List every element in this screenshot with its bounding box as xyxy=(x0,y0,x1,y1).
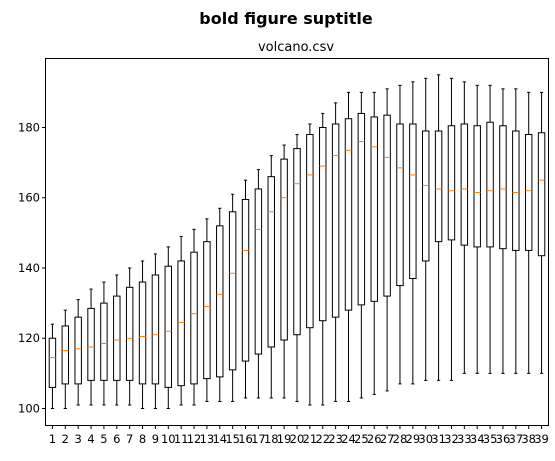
x-tick-label: 14 xyxy=(212,432,227,446)
box xyxy=(280,158,288,341)
box xyxy=(486,121,494,248)
y-tick-label: 160 xyxy=(18,191,40,205)
x-tick-label: 5 xyxy=(100,432,107,446)
x-tick-label: 31 xyxy=(431,432,446,446)
box xyxy=(177,260,185,387)
x-tick-label: 34 xyxy=(470,432,485,446)
box xyxy=(100,302,108,381)
x-tick-label: 21 xyxy=(303,432,318,446)
box xyxy=(87,307,95,381)
box xyxy=(228,211,237,371)
box xyxy=(164,265,172,388)
x-tick-label: 37 xyxy=(509,432,524,446)
y-tick-label: 140 xyxy=(18,261,40,275)
box xyxy=(61,325,70,385)
box xyxy=(216,225,224,378)
box xyxy=(151,274,160,385)
x-tick-label: 33 xyxy=(457,432,472,446)
x-tick-label: 19 xyxy=(277,432,292,446)
x-tick-label: 20 xyxy=(290,432,305,446)
x-tick-label: 35 xyxy=(483,432,498,446)
x-tick-label: 28 xyxy=(393,432,408,446)
box xyxy=(241,198,250,362)
x-tick-label: 38 xyxy=(521,432,536,446)
x-tick-label: 11 xyxy=(174,432,189,446)
box xyxy=(370,116,378,302)
x-tick-label: 2 xyxy=(62,432,69,446)
x-tick-label: 10 xyxy=(161,432,176,446)
box xyxy=(460,123,469,246)
box xyxy=(499,125,507,250)
box xyxy=(331,123,340,318)
x-tick-label: 9 xyxy=(152,432,159,446)
y-tick-label: 100 xyxy=(18,401,40,415)
box xyxy=(293,148,301,336)
x-tick-label: 12 xyxy=(187,432,202,446)
x-tick-label: 18 xyxy=(264,432,279,446)
box xyxy=(473,125,481,248)
box xyxy=(422,130,430,262)
figure-suptitle: bold figure suptitle xyxy=(199,9,373,28)
box xyxy=(113,295,121,381)
box xyxy=(254,188,263,355)
box xyxy=(319,126,327,322)
box xyxy=(512,130,520,251)
box xyxy=(524,134,533,251)
box xyxy=(447,125,456,241)
x-tick-label: 32 xyxy=(444,432,459,446)
x-tick-label: 27 xyxy=(380,432,395,446)
x-tick-label: 22 xyxy=(315,432,330,446)
x-tick-label: 25 xyxy=(354,432,369,446)
x-tick-label: 23 xyxy=(328,432,343,446)
x-tick-label: 13 xyxy=(200,432,215,446)
box xyxy=(48,337,57,388)
box xyxy=(409,123,417,280)
box xyxy=(203,241,211,380)
box xyxy=(344,118,353,311)
x-tick-label: 8 xyxy=(139,432,146,446)
box xyxy=(125,286,134,381)
box xyxy=(396,123,404,287)
x-tick-label: 6 xyxy=(113,432,120,446)
x-tick-label: 24 xyxy=(341,432,356,446)
x-tick-label: 26 xyxy=(367,432,382,446)
x-tick-label: 1 xyxy=(49,432,56,446)
box xyxy=(138,281,147,385)
y-tick-label: 120 xyxy=(18,331,40,345)
x-tick-label: 15 xyxy=(225,432,240,446)
box xyxy=(74,316,82,385)
box xyxy=(537,132,546,257)
y-tick-label: 180 xyxy=(18,120,40,134)
box xyxy=(434,130,443,243)
box xyxy=(306,134,314,329)
axes-frame xyxy=(45,58,549,426)
axes-title: volcano.csv xyxy=(258,40,334,55)
box xyxy=(190,251,198,385)
box xyxy=(267,176,275,348)
x-tick-label: 16 xyxy=(238,432,253,446)
box xyxy=(357,112,366,306)
x-tick-label: 7 xyxy=(126,432,133,446)
x-tick-label: 36 xyxy=(496,432,511,446)
box xyxy=(383,114,391,297)
x-tick-label: 17 xyxy=(251,432,266,446)
x-tick-label: 29 xyxy=(406,432,421,446)
x-tick-label: 39 xyxy=(534,432,549,446)
x-tick-label: 3 xyxy=(75,432,82,446)
x-tick-label: 30 xyxy=(418,432,433,446)
x-tick-label: 4 xyxy=(87,432,94,446)
